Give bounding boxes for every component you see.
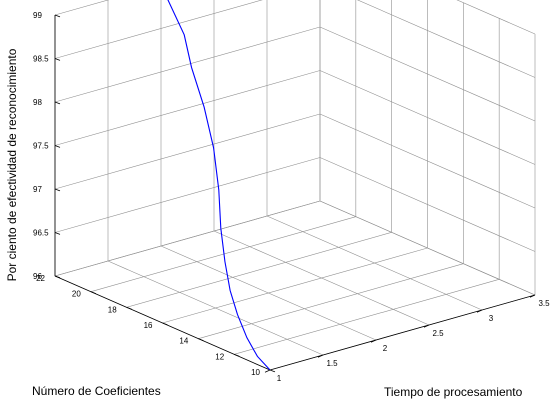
x-tick-label: 1.5	[326, 359, 338, 368]
z-tick-mark	[54, 145, 61, 148]
x-tick-mark	[529, 294, 536, 298]
y-axis-label: Número de Coeficientes	[32, 384, 161, 398]
z-tick-mark	[54, 58, 61, 61]
y-tick-label: 16	[144, 321, 153, 330]
x-tick-label: 3.5	[538, 299, 550, 308]
side-wall-gridline	[319, 26, 536, 122]
z-axis-label: Por ciento de efectividad de reconocimie…	[5, 48, 19, 281]
series-line	[167, 0, 271, 371]
back-wall-gridline	[54, 0, 110, 16]
z-tick-label: 98	[33, 98, 42, 107]
side-wall-gridline	[319, 70, 536, 165]
y-tick-label: 10	[251, 368, 260, 377]
z-tick-label: 96	[33, 272, 42, 281]
back-wall-gridline	[54, 70, 321, 146]
z-tick-label: 97.5	[33, 142, 49, 151]
z-tick-label: 96.5	[33, 229, 49, 238]
back-wall-gridline	[54, 113, 321, 190]
side-wall-gridline	[319, 200, 536, 296]
y-tick-label: 18	[108, 305, 117, 314]
side-wall-gridline	[319, 113, 536, 209]
z-tick-label: 97	[33, 185, 42, 194]
back-wall-gridline	[54, 157, 321, 233]
z-tick-mark	[54, 188, 61, 192]
floor-gridline	[234, 279, 500, 355]
x-tick-label: 3	[489, 314, 494, 323]
y-tick-label: 20	[72, 290, 81, 299]
z-tick-mark	[54, 275, 61, 279]
back-wall-gridline	[54, 0, 263, 59]
z-tick-label: 99	[33, 11, 42, 20]
data-series	[167, 0, 271, 371]
z-tick-label: 98.5	[33, 55, 49, 64]
side-wall-gridline	[456, 0, 536, 35]
y-tick-mark	[90, 291, 96, 294]
y-tick-label: 14	[179, 337, 188, 346]
y-tick-label: 22	[36, 274, 45, 283]
x-tick-mark	[317, 354, 324, 358]
x-tick-mark	[476, 309, 483, 313]
y-tick-mark	[269, 369, 276, 373]
x-tick-mark	[370, 339, 377, 343]
back-wall-gridline	[54, 26, 321, 103]
floor-gridline	[162, 247, 428, 324]
x-tick-mark	[423, 324, 430, 328]
x-tick-label: 2.5	[432, 329, 444, 338]
back-wall-gridline	[54, 200, 321, 277]
floor-gridline	[126, 232, 392, 308]
x-tick-label: 1	[277, 374, 282, 383]
x-tick-label: 2	[383, 344, 388, 353]
floor-gridline	[198, 263, 464, 339]
y-tick-mark	[162, 322, 168, 326]
z-tick-mark	[54, 232, 61, 235]
axes-box	[54, 0, 536, 371]
y-tick-mark	[234, 353, 240, 357]
x-axis-label: Tiempo de procesamiento	[384, 385, 523, 399]
z-tick-mark	[54, 14, 61, 18]
y-tick-mark	[198, 338, 204, 341]
z-tick-mark	[54, 101, 61, 105]
y-tick-mark	[126, 306, 132, 310]
x-axis-line	[269, 294, 536, 371]
y-tick-label: 12	[215, 352, 224, 361]
x-tick-mark	[264, 369, 271, 373]
side-wall-gridline	[356, 0, 536, 78]
floor-gridline	[90, 216, 356, 292]
side-wall-gridline	[319, 157, 536, 252]
